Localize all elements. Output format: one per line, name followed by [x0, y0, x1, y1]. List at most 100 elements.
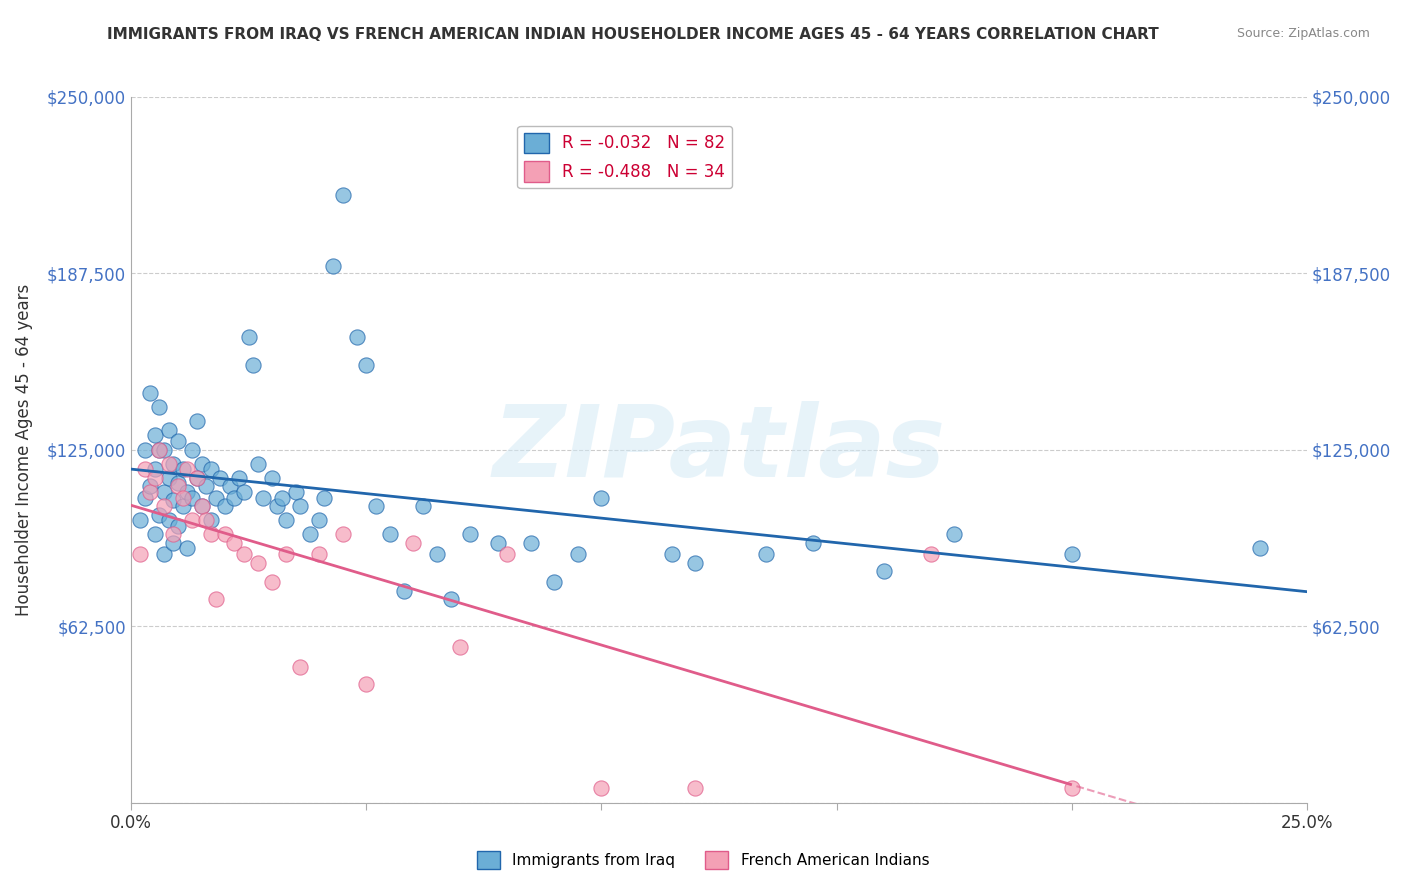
Point — [661, 547, 683, 561]
Point — [167, 479, 190, 493]
Point — [440, 592, 463, 607]
Point — [143, 462, 166, 476]
Point — [148, 442, 170, 457]
Point — [153, 499, 176, 513]
Point — [134, 462, 156, 476]
Point — [266, 499, 288, 513]
Point — [872, 564, 894, 578]
Point — [157, 457, 180, 471]
Point — [496, 547, 519, 561]
Point — [190, 457, 212, 471]
Point — [186, 471, 208, 485]
Point — [270, 491, 292, 505]
Y-axis label: Householder Income Ages 45 - 64 years: Householder Income Ages 45 - 64 years — [15, 284, 32, 615]
Point — [290, 499, 312, 513]
Point — [153, 485, 176, 500]
Point — [591, 491, 613, 505]
Text: IMMIGRANTS FROM IRAQ VS FRENCH AMERICAN INDIAN HOUSEHOLDER INCOME AGES 45 - 64 Y: IMMIGRANTS FROM IRAQ VS FRENCH AMERICAN … — [107, 27, 1159, 42]
Point — [167, 476, 190, 491]
Point — [458, 527, 481, 541]
Point — [232, 547, 254, 561]
Point — [172, 491, 194, 505]
Point — [214, 499, 236, 513]
Text: ZIPatlas: ZIPatlas — [492, 401, 945, 498]
Point — [176, 462, 198, 476]
Point — [157, 471, 180, 485]
Point — [290, 660, 312, 674]
Point — [157, 513, 180, 527]
Legend: R = -0.032   N = 82, R = -0.488   N = 34: R = -0.032 N = 82, R = -0.488 N = 34 — [517, 126, 733, 188]
Point — [1249, 541, 1271, 556]
Point — [354, 358, 377, 372]
Point — [449, 640, 471, 655]
Point — [308, 547, 330, 561]
Point — [204, 491, 226, 505]
Point — [209, 471, 232, 485]
Point — [200, 462, 222, 476]
Point — [246, 556, 269, 570]
Point — [332, 188, 354, 202]
Point — [354, 677, 377, 691]
Point — [378, 527, 401, 541]
Point — [276, 513, 298, 527]
Point — [591, 781, 613, 796]
Point — [186, 471, 208, 485]
Point — [685, 781, 707, 796]
Point — [176, 541, 198, 556]
Point — [486, 536, 509, 550]
Point — [364, 499, 387, 513]
Point — [543, 575, 565, 590]
Point — [167, 519, 190, 533]
Point — [920, 547, 942, 561]
Point — [200, 513, 222, 527]
Point — [402, 536, 425, 550]
Point — [129, 547, 152, 561]
Point — [224, 536, 246, 550]
Point — [167, 434, 190, 449]
Point — [148, 442, 170, 457]
Point — [172, 499, 194, 513]
Point — [200, 527, 222, 541]
Point — [232, 485, 254, 500]
Point — [143, 428, 166, 442]
Point — [186, 414, 208, 428]
Point — [312, 491, 335, 505]
Point — [284, 485, 307, 500]
Point — [162, 536, 184, 550]
Point — [426, 547, 449, 561]
Point — [392, 583, 415, 598]
Point — [943, 527, 966, 541]
Point — [153, 547, 176, 561]
Point — [157, 423, 180, 437]
Point — [308, 513, 330, 527]
Point — [181, 513, 204, 527]
Point — [148, 401, 170, 415]
Point — [190, 499, 212, 513]
Point — [176, 485, 198, 500]
Text: Source: ZipAtlas.com: Source: ZipAtlas.com — [1237, 27, 1371, 40]
Point — [246, 457, 269, 471]
Point — [190, 499, 212, 513]
Point — [214, 527, 236, 541]
Point — [755, 547, 778, 561]
Point — [298, 527, 321, 541]
Point — [162, 457, 184, 471]
Point — [276, 547, 298, 561]
Point — [162, 527, 184, 541]
Point — [346, 329, 368, 343]
Point — [195, 479, 218, 493]
Point — [685, 556, 707, 570]
Point — [162, 493, 184, 508]
Point — [195, 513, 218, 527]
Point — [252, 491, 274, 505]
Point — [567, 547, 589, 561]
Point — [172, 462, 194, 476]
Point — [204, 592, 226, 607]
Point — [242, 358, 264, 372]
Point — [143, 471, 166, 485]
Point — [228, 471, 250, 485]
Point — [153, 442, 176, 457]
Point — [801, 536, 824, 550]
Point — [1060, 547, 1083, 561]
Point — [1060, 781, 1083, 796]
